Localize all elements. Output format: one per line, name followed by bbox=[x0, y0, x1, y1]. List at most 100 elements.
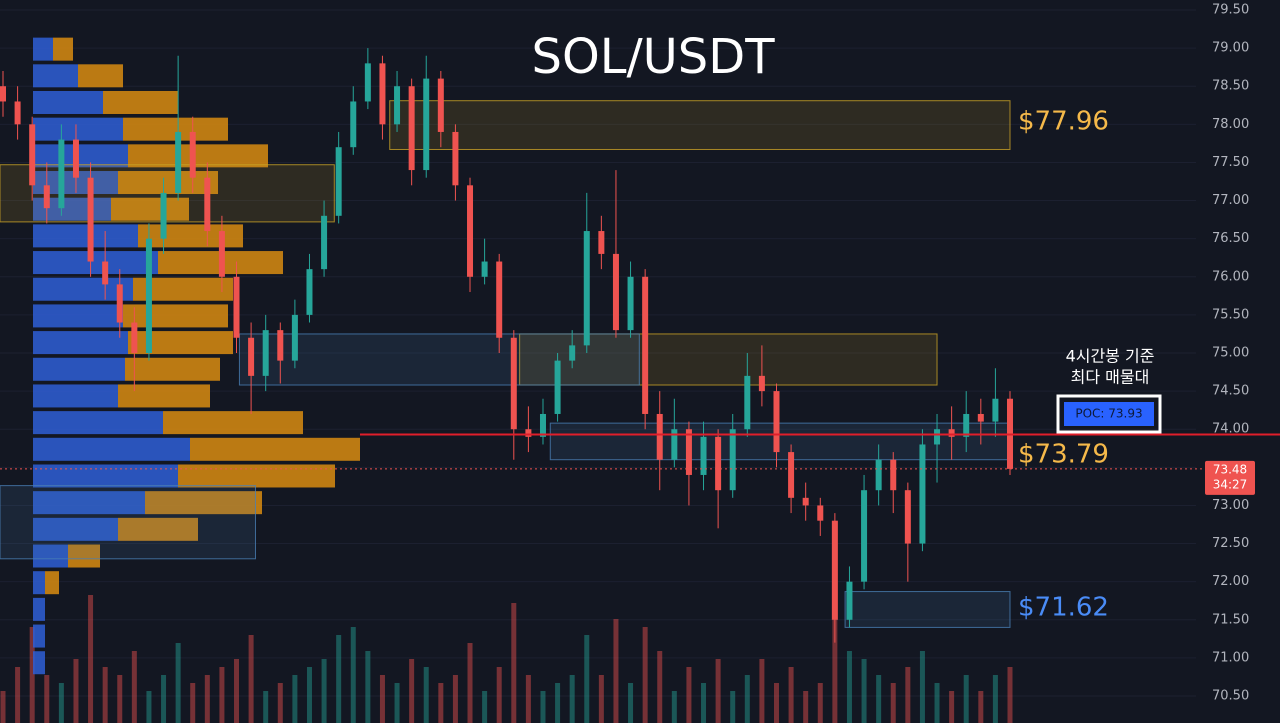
candle-body bbox=[29, 124, 36, 186]
profile-orange bbox=[118, 384, 210, 408]
volume-bar bbox=[394, 683, 400, 723]
candle-body bbox=[452, 131, 459, 186]
profile-blue bbox=[33, 517, 118, 541]
profile-orange bbox=[178, 464, 335, 488]
volume-bar bbox=[759, 659, 765, 723]
volume-bar bbox=[0, 691, 6, 723]
candle-body bbox=[642, 276, 649, 414]
volume-bar bbox=[540, 691, 546, 723]
volume-bar bbox=[832, 563, 838, 723]
volume-bar bbox=[277, 683, 283, 723]
y-tick-label: 70.50 bbox=[1212, 689, 1249, 704]
volume-bar bbox=[992, 675, 998, 723]
countdown: 34:27 bbox=[1213, 477, 1248, 491]
profile-blue bbox=[33, 357, 125, 381]
volume-bar bbox=[175, 643, 181, 723]
candle-body bbox=[481, 261, 488, 277]
volume-bar bbox=[569, 675, 575, 723]
candle-body bbox=[554, 360, 561, 414]
candle-body bbox=[87, 177, 94, 262]
profile-blue bbox=[33, 384, 118, 408]
candle-body bbox=[817, 505, 824, 521]
candle-body bbox=[379, 63, 386, 125]
zone bbox=[0, 164, 335, 223]
volume-bar bbox=[861, 659, 867, 723]
volume-bar bbox=[161, 675, 167, 723]
volume-bar bbox=[730, 691, 736, 723]
y-tick-label: 78.00 bbox=[1212, 117, 1249, 132]
candle-body bbox=[321, 215, 328, 270]
candle-body bbox=[846, 581, 853, 620]
candle-body bbox=[934, 429, 941, 445]
volume-bar bbox=[321, 659, 327, 723]
y-tick-label: 73.00 bbox=[1212, 498, 1249, 513]
volume-bar bbox=[905, 667, 911, 723]
annotation: 4시간봉 기준 bbox=[1066, 347, 1155, 366]
candle-body bbox=[539, 413, 546, 437]
candle-body bbox=[350, 101, 357, 148]
candle-body bbox=[612, 253, 619, 331]
y-tick-label: 74.00 bbox=[1212, 422, 1249, 437]
zone bbox=[844, 591, 1011, 628]
volume-bar bbox=[613, 619, 619, 723]
volume-bar bbox=[336, 635, 342, 723]
volume-bar bbox=[978, 691, 984, 723]
candle-body bbox=[262, 330, 269, 376]
candle-body bbox=[189, 131, 196, 178]
y-tick-label: 79.50 bbox=[1212, 3, 1249, 18]
last-price-label: 73.48 bbox=[1213, 462, 1247, 476]
candle-body bbox=[510, 337, 517, 430]
candle-body bbox=[919, 444, 926, 544]
profile-orange bbox=[163, 411, 303, 435]
y-tick-label: 72.00 bbox=[1212, 574, 1249, 589]
candle-body bbox=[890, 459, 897, 491]
volume-bar bbox=[73, 659, 79, 723]
candle-body bbox=[233, 276, 240, 338]
volume-bar bbox=[219, 667, 225, 723]
volume-bar bbox=[15, 667, 21, 723]
zone bbox=[389, 100, 1011, 150]
volume-bar bbox=[438, 683, 444, 723]
candle-body bbox=[72, 139, 79, 178]
price-axis bbox=[1196, 0, 1280, 723]
candle-body bbox=[861, 490, 868, 582]
profile-orange bbox=[45, 571, 59, 595]
candle-body bbox=[58, 139, 65, 209]
candle-body bbox=[408, 86, 415, 171]
candle-body bbox=[977, 413, 984, 422]
profile-orange bbox=[145, 491, 262, 515]
profile-blue bbox=[33, 411, 163, 435]
profile-orange bbox=[123, 117, 228, 141]
candle-body bbox=[948, 429, 955, 437]
profile-orange bbox=[68, 544, 100, 568]
candle-body bbox=[306, 269, 313, 315]
profile-blue bbox=[33, 571, 45, 595]
profile-blue bbox=[33, 544, 68, 568]
candle-body bbox=[598, 231, 605, 254]
y-tick-label: 75.50 bbox=[1212, 307, 1249, 322]
volume-bar bbox=[876, 675, 882, 723]
profile-orange bbox=[128, 144, 268, 168]
volume-bar bbox=[350, 627, 356, 723]
profile-orange bbox=[125, 357, 220, 381]
y-tick-label: 75.00 bbox=[1212, 346, 1249, 361]
profile-orange bbox=[190, 437, 360, 461]
candle-body bbox=[656, 413, 663, 460]
y-tick-label: 74.50 bbox=[1212, 384, 1249, 399]
profile-orange bbox=[133, 277, 233, 301]
volume-bar bbox=[803, 691, 809, 723]
profile-blue bbox=[33, 464, 178, 488]
candle-body bbox=[802, 497, 809, 506]
y-tick-label: 79.00 bbox=[1212, 41, 1249, 56]
y-tick-label: 71.50 bbox=[1212, 612, 1249, 627]
candle-body bbox=[685, 429, 692, 475]
profile-blue bbox=[33, 64, 78, 88]
candle-body bbox=[218, 231, 225, 277]
zone bbox=[238, 333, 640, 386]
candle-body bbox=[248, 337, 255, 376]
profile-blue bbox=[33, 491, 145, 515]
candle-body bbox=[467, 185, 474, 277]
profile-blue bbox=[33, 624, 45, 648]
annotation: 최다 매물대 bbox=[1071, 368, 1150, 387]
volume-bar bbox=[379, 675, 385, 723]
